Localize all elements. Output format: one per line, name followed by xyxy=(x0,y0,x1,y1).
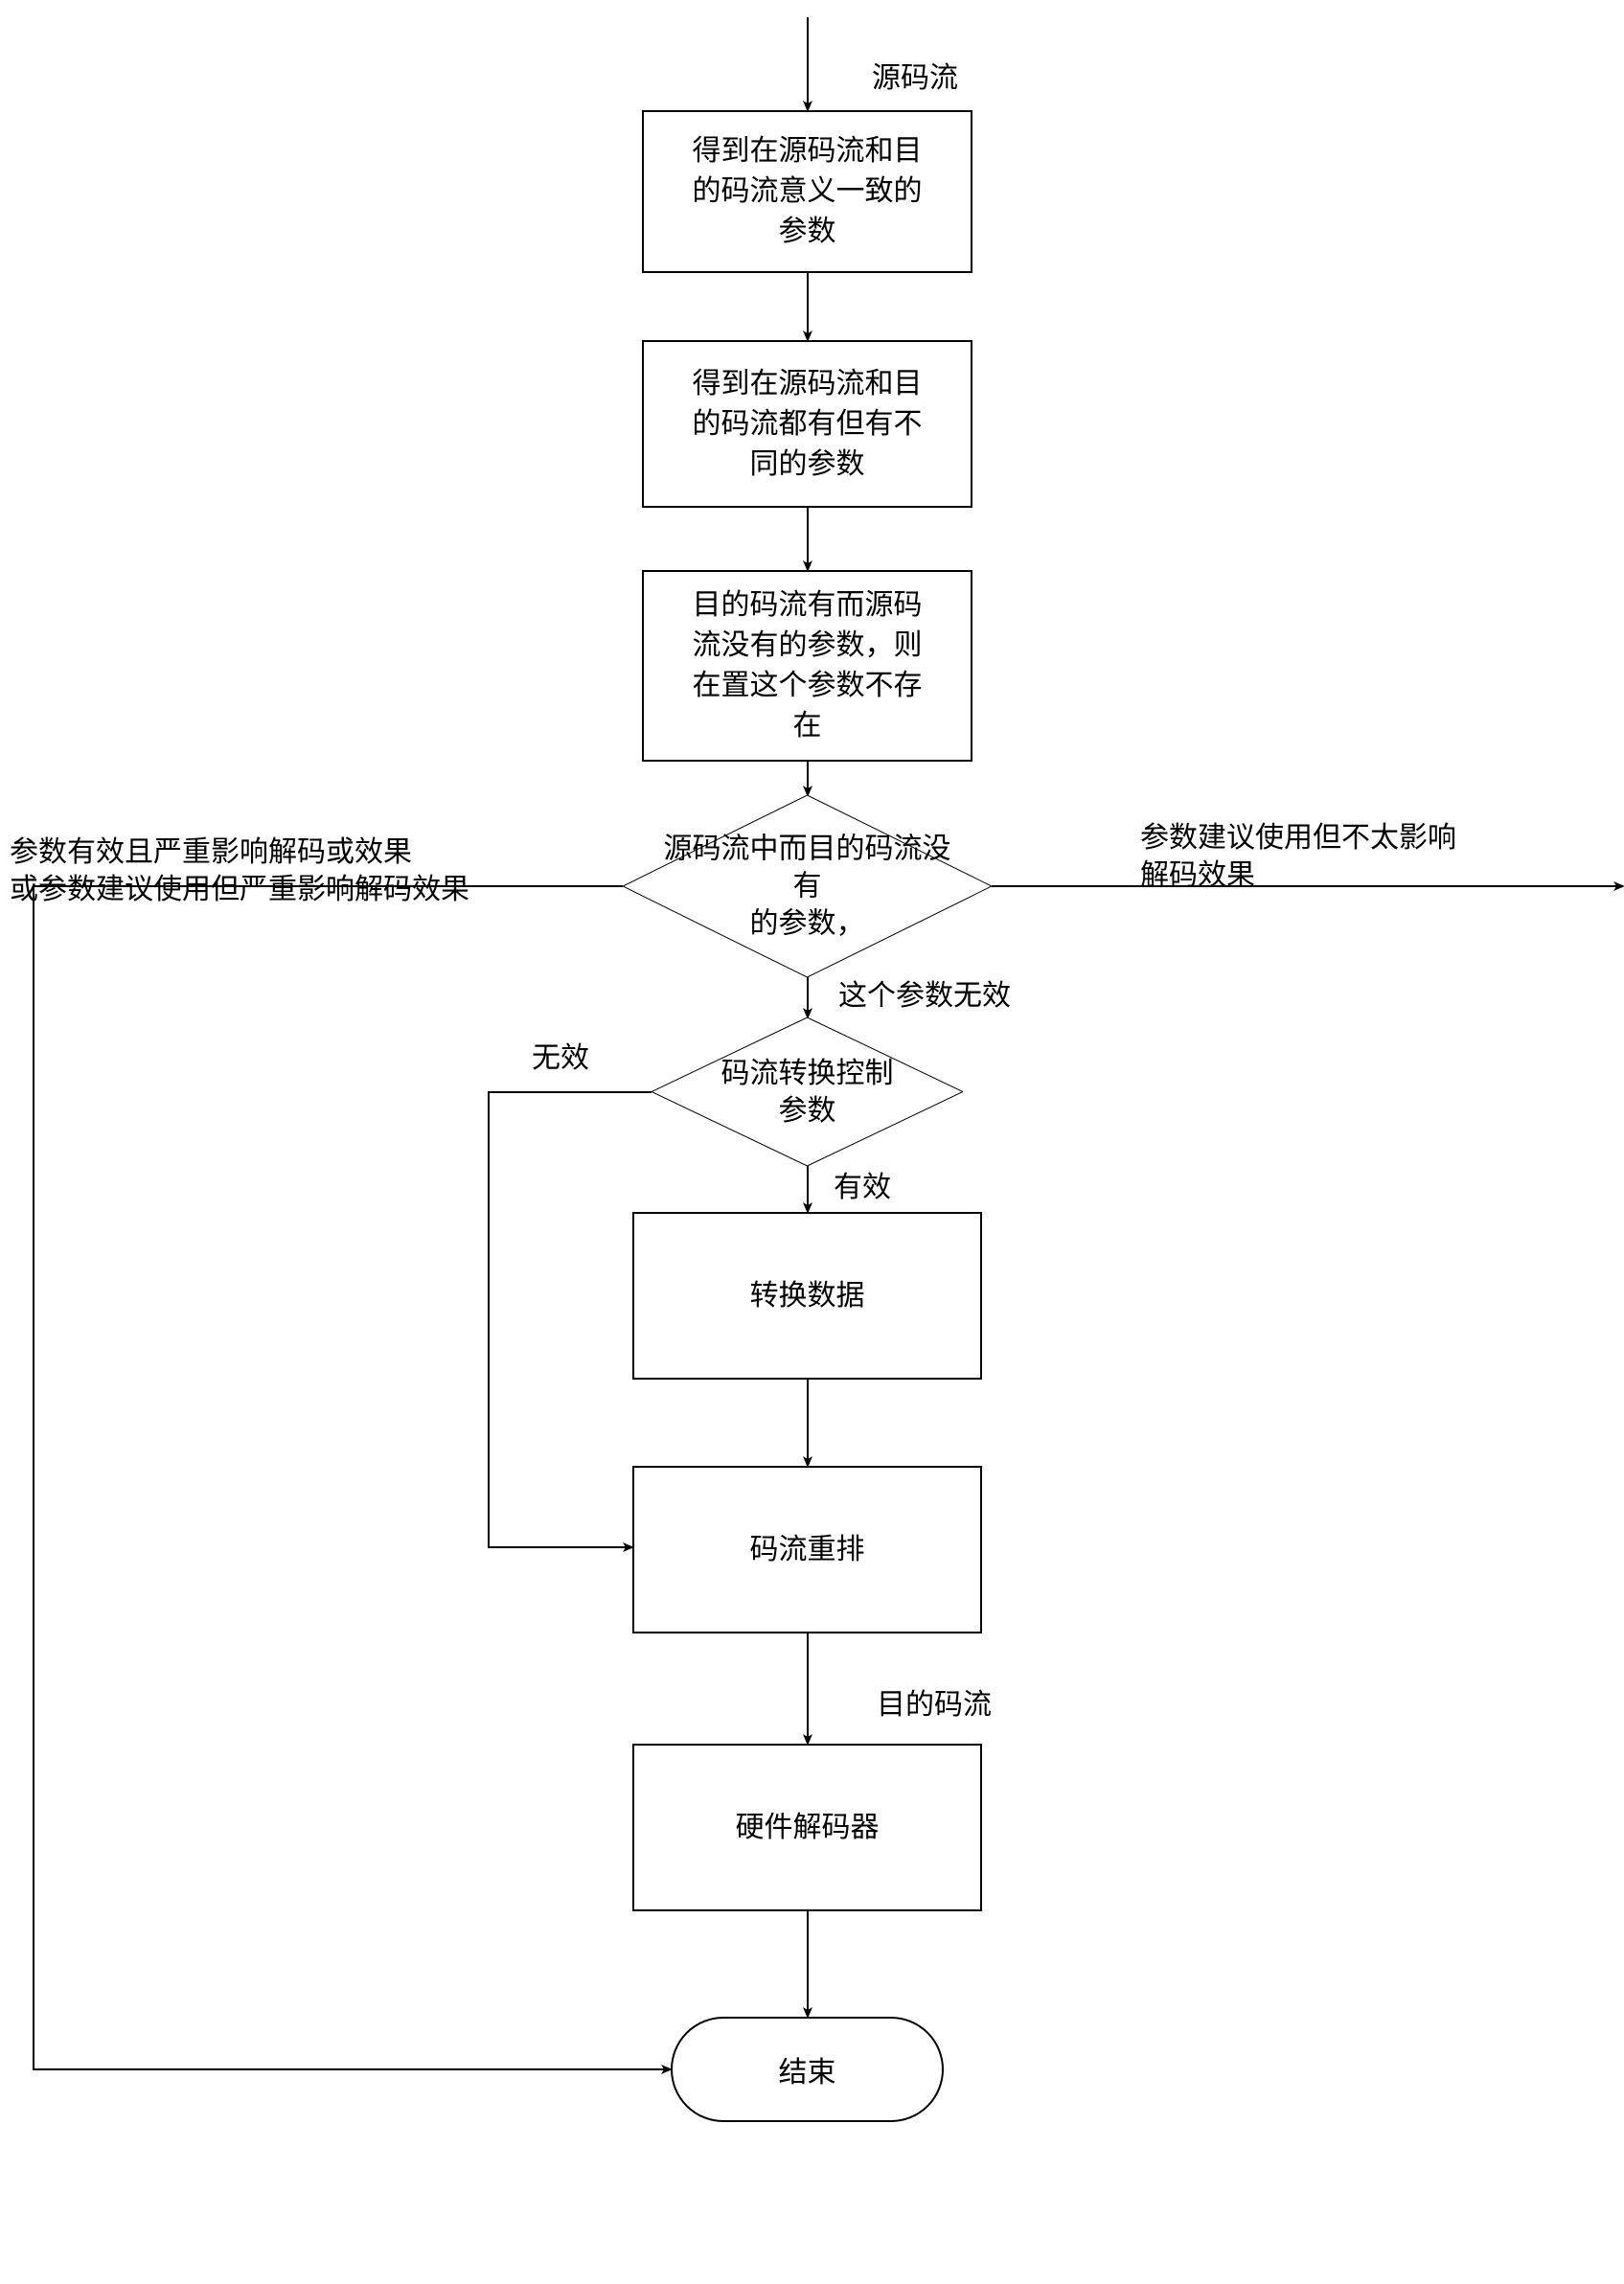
d1-bottom-text: 这个参数无效 xyxy=(838,980,1011,1012)
node-get-consistent-params: 得到在源码流和目的码流意义一致的参数 xyxy=(642,110,972,273)
end-text: 结束 xyxy=(779,2048,836,2090)
decision-d1-text: 源码流中而目的码流没有的参数， xyxy=(664,834,951,940)
n5-out-text: 目的码流 xyxy=(877,1689,992,1721)
node-n6-text: 硬件解码器 xyxy=(736,1808,880,1848)
decision-src-only-params: 源码流中而目的码流没有的参数， xyxy=(623,795,992,977)
d2-bottom-branch-label: 有效 xyxy=(834,1169,929,1207)
decision-conversion-control: 码流转换控制参数 xyxy=(652,1017,963,1166)
d2-bottom-text: 有效 xyxy=(834,1172,891,1203)
node-n3-text: 目的码流有而源码流没有的参数，则在置这个参数不存在 xyxy=(693,585,923,746)
d2-left-branch-label: 无效 xyxy=(532,1039,628,1078)
node-n2-text: 得到在源码流和目的码流都有但有不同的参数 xyxy=(693,364,923,485)
node-n1-text: 得到在源码流和目的码流意义一致的参数 xyxy=(693,131,923,252)
node-get-different-params: 得到在源码流和目的码流都有但有不同的参数 xyxy=(642,340,972,508)
node-dst-only-params: 目的码流有而源码流没有的参数，则在置这个参数不存在 xyxy=(642,570,972,762)
node-n4-text: 转换数据 xyxy=(750,1276,865,1316)
start-label-text: 源码流 xyxy=(872,62,958,94)
d1-left-text: 参数有效且严重影响解码或效果或参数建议使用但严重影响解码效果 xyxy=(10,836,469,905)
d1-right-branch-label: 参数建议使用但不太影响解码效果 xyxy=(1140,819,1619,896)
node-n5-text: 码流重排 xyxy=(750,1530,865,1570)
n5-output-label: 目的码流 xyxy=(877,1686,1068,1724)
d1-left-branch-label: 参数有效且严重影响解码或效果或参数建议使用但严重影响解码效果 xyxy=(10,834,623,910)
d1-bottom-branch-label: 这个参数无效 xyxy=(838,977,1087,1016)
node-reorder-stream: 码流重排 xyxy=(632,1466,982,1633)
d2-left-text: 无效 xyxy=(532,1042,589,1074)
terminator-end: 结束 xyxy=(671,2017,944,2122)
node-hardware-decoder: 硬件解码器 xyxy=(632,1744,982,1911)
start-label: 源码流 xyxy=(872,59,1064,98)
decision-d2-text: 码流转换控制参数 xyxy=(721,1058,894,1127)
d1-right-text: 参数建议使用但不太影响解码效果 xyxy=(1140,822,1456,891)
node-convert-data: 转换数据 xyxy=(632,1212,982,1380)
